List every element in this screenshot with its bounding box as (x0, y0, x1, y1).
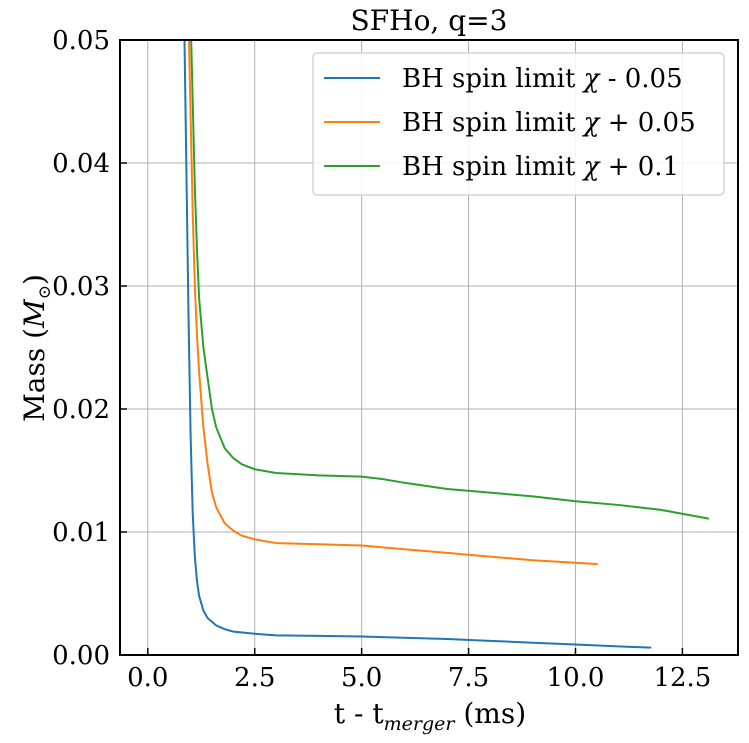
legend-label-2-suffix: + 0.1 (599, 152, 679, 182)
legend: BH spin limit χ - 0.05 BH spin limit χ +… (312, 52, 725, 196)
legend-label-0-text: BH spin limit (402, 64, 584, 94)
x-tick-label: 12.5 (653, 663, 711, 693)
y-axis-label: Mass (M⊙) (18, 274, 55, 422)
x-tick-label: 5.0 (341, 663, 382, 693)
legend-label-0-suffix: - 0.05 (599, 64, 682, 94)
legend-label-0-chi: χ (582, 64, 602, 94)
x-axis-label-units: (ms) (454, 697, 526, 730)
legend-label-0: BH spin limit χ - 0.05 (402, 64, 683, 94)
y-tick-label: 0.02 (52, 395, 110, 425)
y-tick-label: 0.03 (52, 272, 110, 302)
x-axis-label-subscript: merger (384, 713, 457, 735)
series-line-0 (183, 40, 652, 649)
legend-label-1-suffix: + 0.05 (599, 108, 695, 138)
y-axis-label-close: ) (18, 274, 51, 285)
series-line-2 (190, 40, 710, 520)
y-tick-label: 0.00 (52, 641, 110, 671)
series-line-1 (187, 40, 598, 565)
plot-frame (119, 39, 739, 656)
ticks: 0.0 2.5 5.0 7.5 10.0 12.5 0.00 0.01 0.02 0.03 0.04… (52, 26, 711, 693)
x-tick-label: 2.5 (234, 663, 275, 693)
legend-label-1-text: BH spin limit (402, 108, 584, 138)
legend-label-2-text: BH spin limit (402, 152, 584, 182)
x-axis-label: t - tmerger (ms) (334, 697, 526, 735)
y-axis-label-subscript: ⊙ (35, 285, 55, 299)
x-tick-label: 7.5 (448, 663, 489, 693)
legend-label-1: BH spin limit χ + 0.05 (402, 108, 696, 138)
y-tick-label: 0.04 (52, 149, 110, 179)
x-tick-label: 10.0 (547, 663, 605, 693)
y-tick-label: 0.01 (52, 518, 110, 548)
series-group (183, 40, 710, 649)
legend-label-2-chi: χ (582, 152, 602, 182)
x-axis-label-base: t - t (334, 697, 385, 730)
chart-title: SFHo, q=3 (351, 4, 508, 37)
y-axis-label-symbol: M (18, 298, 51, 329)
x-tick-label: 0.0 (127, 663, 168, 693)
y-tick-label: 0.05 (52, 26, 110, 56)
y-axis-label-base: Mass ( (18, 328, 51, 422)
legend-label-1-chi: χ (582, 108, 602, 138)
legend-box (312, 52, 725, 196)
legend-label-2: BH spin limit χ + 0.1 (402, 152, 679, 182)
